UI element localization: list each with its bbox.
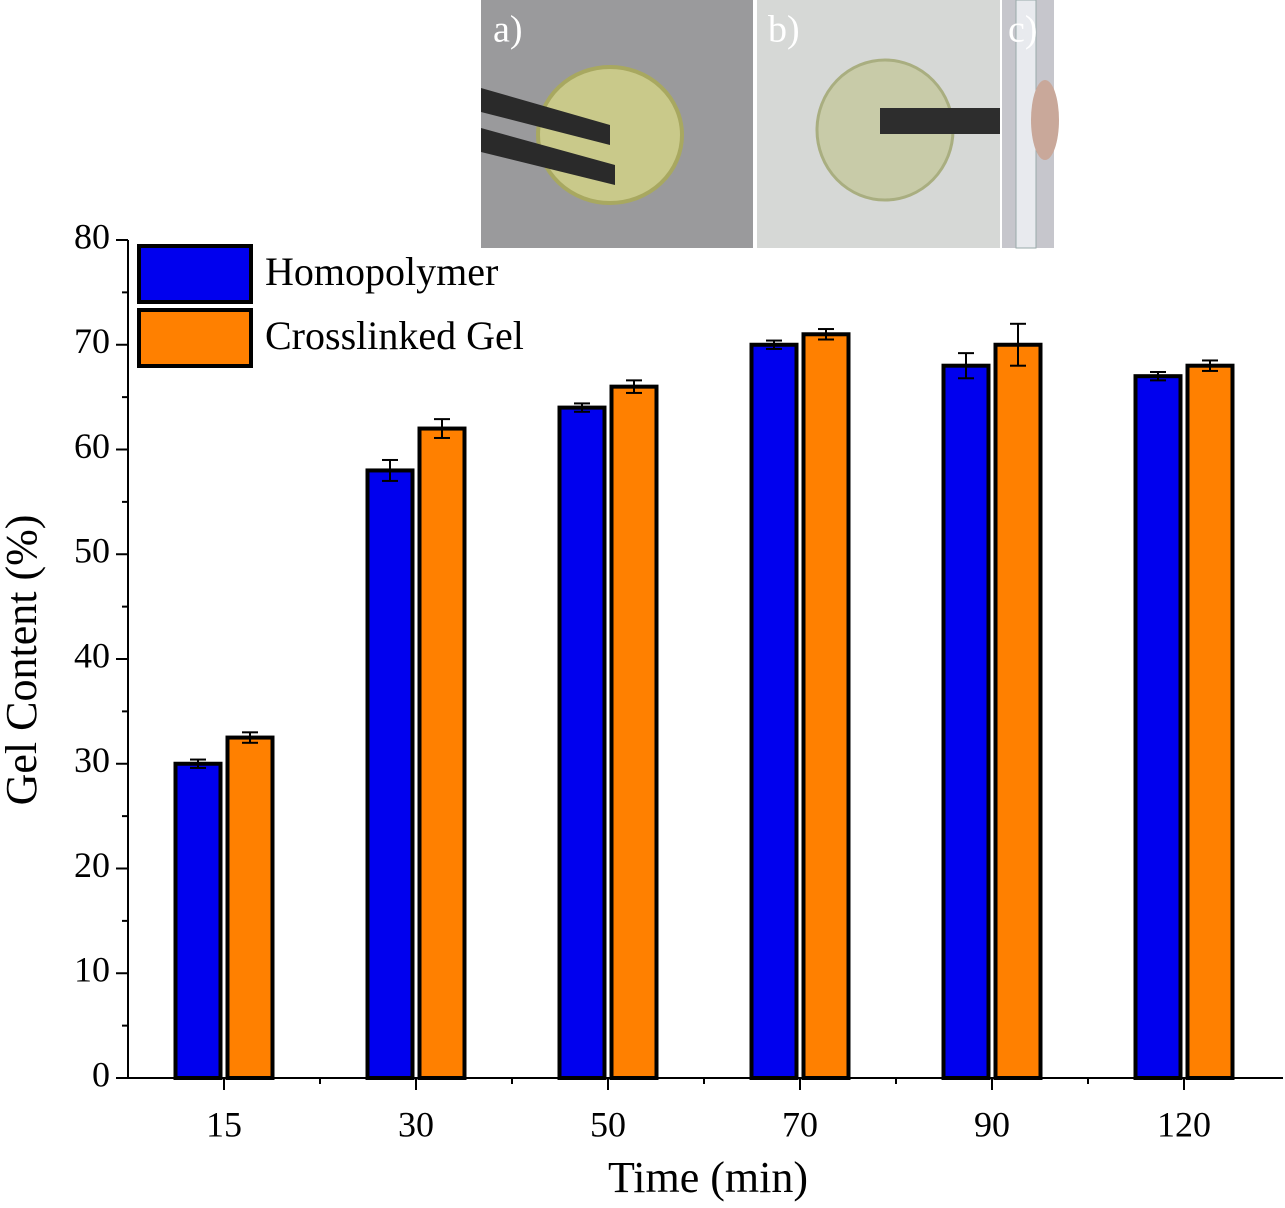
y-tick-label: 60 — [74, 426, 110, 466]
y-tick-label: 30 — [74, 740, 110, 780]
legend-label: Homopolymer — [265, 249, 498, 294]
y-tick-label: 70 — [74, 321, 110, 361]
error-bar — [958, 352, 974, 380]
y-tick-label: 20 — [74, 845, 110, 885]
error-bar — [1010, 322, 1026, 367]
tweezers — [880, 108, 1000, 134]
bar — [993, 342, 1043, 1080]
bar — [225, 735, 275, 1080]
y-tick-label: 40 — [74, 635, 110, 675]
panel-label: b) — [768, 9, 800, 51]
x-tick-label: 70 — [782, 1104, 818, 1144]
bar — [941, 363, 991, 1080]
bar — [609, 384, 659, 1080]
bar — [365, 468, 415, 1080]
x-axis-label: Time (min) — [608, 1153, 808, 1202]
y-tick-label: 80 — [74, 216, 110, 256]
tweezers — [481, 128, 615, 185]
bar — [557, 405, 607, 1081]
error-bar — [626, 379, 642, 394]
bar — [1133, 374, 1183, 1080]
panel-label: c) — [1008, 9, 1038, 51]
panel-label: a) — [493, 9, 523, 51]
legend-label: Crosslinked Gel — [265, 313, 524, 358]
inset-photos: a) b) c) — [481, 0, 1059, 249]
hand — [1031, 80, 1059, 160]
y-axis-label: Gel Content (%) — [0, 515, 46, 806]
error-bar — [1150, 370, 1166, 382]
x-tick-label: 50 — [590, 1104, 626, 1144]
error-bar — [242, 731, 258, 744]
error-bar — [574, 402, 590, 413]
error-bar — [818, 328, 834, 341]
error-bar — [1202, 359, 1218, 372]
legend-swatch — [137, 308, 253, 368]
x-tick-label: 120 — [1157, 1104, 1211, 1144]
bar — [173, 761, 223, 1080]
bar — [1185, 363, 1235, 1080]
tweezers — [481, 88, 610, 145]
bar — [417, 426, 467, 1080]
x-tick-label: 90 — [974, 1104, 1010, 1144]
y-tick-label: 10 — [74, 950, 110, 990]
legend-swatch — [137, 244, 253, 304]
error-bar — [434, 418, 450, 439]
error-bar — [190, 758, 206, 769]
x-tick-label: 30 — [398, 1104, 434, 1144]
y-tick-label: 50 — [74, 531, 110, 571]
error-bar — [766, 339, 782, 350]
bar — [749, 342, 799, 1080]
x-tick-label: 15 — [206, 1104, 242, 1144]
error-bar — [382, 458, 398, 482]
y-tick-label: 0 — [92, 1054, 110, 1094]
bar — [801, 332, 851, 1080]
